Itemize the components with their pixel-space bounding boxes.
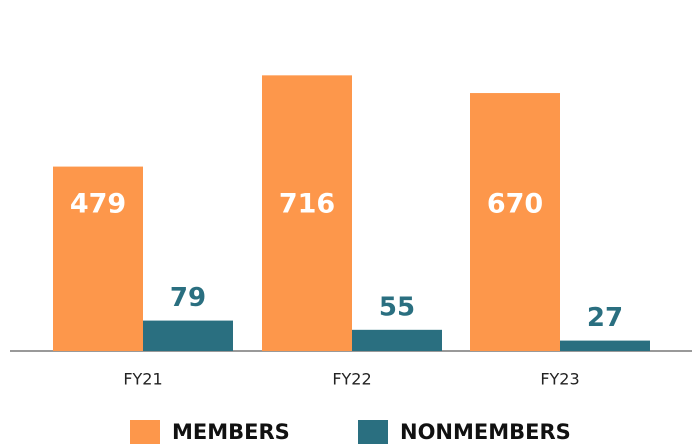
legend-swatch — [130, 420, 160, 444]
value-label: 479 — [70, 189, 126, 220]
legend-label: MEMBERS — [172, 420, 290, 444]
value-label: 27 — [587, 303, 623, 333]
bar — [560, 340, 650, 351]
value-label: 79 — [170, 283, 206, 313]
legend-swatch — [358, 420, 388, 444]
legend-label: NONMEMBERS — [400, 420, 571, 444]
value-label: 716 — [279, 189, 335, 220]
value-label: 55 — [379, 292, 415, 322]
x-tick-label: FY23 — [540, 370, 579, 389]
x-tick-label: FY21 — [123, 370, 162, 389]
bar — [470, 93, 560, 352]
bar — [53, 166, 143, 351]
value-label: 670 — [487, 189, 543, 220]
x-tick-label: FY22 — [332, 370, 371, 389]
bar — [262, 75, 352, 351]
bar — [143, 320, 233, 351]
bar — [352, 329, 442, 351]
